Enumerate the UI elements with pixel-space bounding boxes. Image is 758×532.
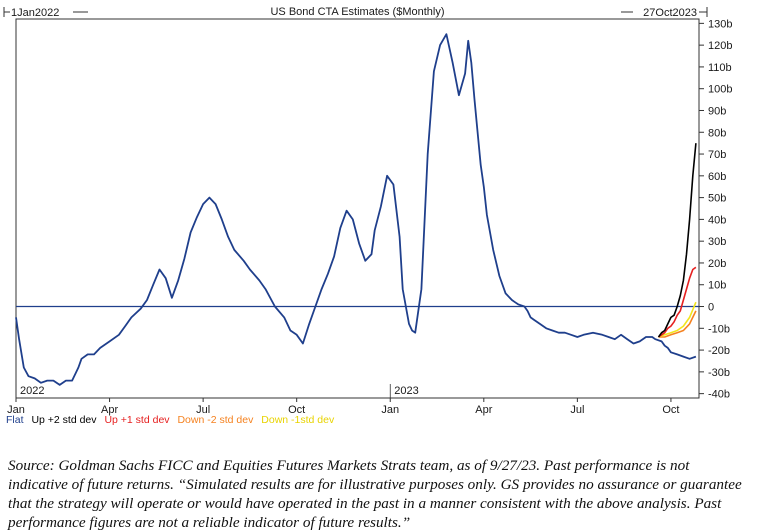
x-tick-label: Jul	[570, 404, 584, 416]
series-line-down-1std-dev	[658, 301, 697, 338]
y-tick-label: 20b	[708, 258, 726, 270]
y-tick-label: 110b	[708, 62, 732, 74]
y-tick-label: -10b	[708, 323, 730, 335]
chart-legend: Flat Up +2 std dev Up +1 std dev Down -2…	[6, 414, 339, 426]
y-tick-label: -20b	[708, 345, 730, 357]
x-tick-label: Oct	[288, 404, 305, 416]
y-tick-label: 100b	[708, 84, 732, 96]
start-date-label: 1Jan2022	[11, 7, 59, 19]
series-line-down-2-std-dev	[658, 310, 697, 338]
x-tick-label: Oct	[662, 404, 679, 416]
y-tick-label: 10b	[708, 280, 726, 292]
y-tick-label: 120b	[708, 40, 732, 52]
chart-svg: -40b -30b -20b -10b 0 10b 20b 30b 40b 50b 60b 70b 80…	[3, 6, 732, 416]
year-label: 2022	[20, 385, 44, 397]
chart-title: US Bond CTA Estimates ($Monthly)	[270, 6, 444, 18]
x-tick-label: Jul	[196, 404, 210, 416]
y-tick-label: 70b	[708, 149, 726, 161]
plot-frame	[15, 18, 700, 399]
y-tick-label: 60b	[708, 171, 726, 183]
y-tick-label: 30b	[708, 236, 726, 248]
y-tick-label: 80b	[708, 127, 726, 139]
chart-figure: -40b -30b -20b -10b 0 10b 20b 30b 40b 50b 60b 70b 80…	[3, 6, 732, 426]
legend-item-down-1-std: Down -1std dev	[261, 414, 335, 426]
y-tick-label: -40b	[708, 389, 730, 401]
x-tick-label: Apr	[475, 404, 492, 416]
year-label: 2023	[394, 385, 418, 397]
series-line-up-2-std-dev	[657, 143, 697, 338]
y-tick-label: 50b	[708, 193, 726, 205]
source-caption: Source: Goldman Sachs FICC and Equities …	[8, 457, 742, 531]
legend-item-up-2-std: Up +2 std dev	[31, 414, 97, 426]
y-tick-label: 130b	[708, 18, 732, 30]
x-tick-label: Jan	[7, 404, 25, 416]
legend-item-flat: Flat	[6, 414, 24, 426]
y-tick-label: -30b	[708, 367, 730, 379]
x-tick-label: Jan	[381, 404, 399, 416]
series-line-up-1-std-dev	[658, 266, 697, 338]
y-tick-label: 40b	[708, 214, 726, 226]
series-line-flat	[15, 33, 697, 386]
y-tick-label: 0	[708, 302, 714, 314]
legend-item-down-2-std: Down -2 std dev	[177, 414, 254, 426]
end-date-label: 27Oct2023	[643, 7, 697, 19]
y-tick-label: 90b	[708, 105, 726, 117]
legend-item-up-1-std: Up +1 std dev	[104, 414, 170, 426]
x-tick-label: Apr	[101, 404, 118, 416]
